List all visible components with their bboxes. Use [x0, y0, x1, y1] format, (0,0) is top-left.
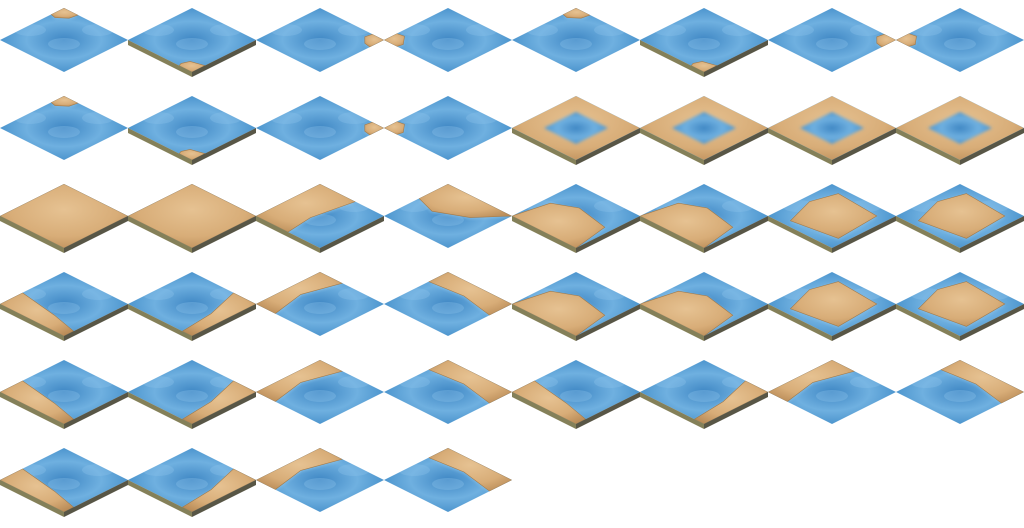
tile-sand-lagoon-a — [512, 96, 640, 165]
tile-sand-center — [768, 184, 896, 253]
tile-sand-se-wave — [128, 360, 256, 429]
tile-sand-sw-strip — [0, 448, 128, 517]
tile-sand-south-half-b — [640, 184, 768, 253]
tile-water-islet-left — [384, 8, 512, 72]
tile-sand-nw-blob-b — [768, 360, 896, 424]
tile-sand-south-blob — [512, 272, 640, 341]
tile-sand-sw-wave-b — [512, 360, 640, 429]
tile-sand-se-wave-b — [640, 360, 768, 429]
tile-sand-full-a — [0, 184, 128, 253]
tile-water-islet-top-b — [512, 8, 640, 72]
tile-sand-ne-strip — [384, 448, 512, 512]
tile-sand-south-blob-b — [640, 272, 768, 341]
tile-sand-nw-edge — [256, 272, 384, 336]
tile-water-islet-right-c — [256, 96, 384, 160]
tile-sand-sw-wave — [0, 360, 128, 429]
tile-sand-center-c — [768, 272, 896, 341]
tile-sand-lagoon-b — [640, 96, 768, 165]
tile-water-islet-left-c — [384, 96, 512, 160]
tile-sand-nw-blob — [256, 360, 384, 424]
tile-sand-ne-blob — [384, 360, 512, 424]
tile-sand-se-strip — [128, 448, 256, 517]
tile-sand-south-half — [512, 184, 640, 253]
tile-sand-se-edge — [128, 272, 256, 341]
tile-water-islet-bottom-c — [128, 96, 256, 165]
tile-water-islet-right — [256, 8, 384, 72]
tiles-layer — [0, 8, 1024, 517]
tile-water-islet-bottom — [128, 8, 256, 77]
tile-sand-nw-strip — [256, 448, 384, 512]
tile-sand-ne-blob-b — [896, 360, 1024, 424]
tile-sand-center-d — [896, 272, 1024, 341]
tile-water-islet-right-b — [768, 8, 896, 72]
tile-water-islet-bottom-b — [640, 8, 768, 77]
tile-sand-ne-edge — [384, 272, 512, 336]
tile-water-islet-top — [0, 8, 128, 72]
tile-sand-west-half — [256, 184, 384, 253]
tile-water-islet-top-c — [0, 96, 128, 160]
tile-sand-center-b — [896, 184, 1024, 253]
tile-sand-lagoon-c — [768, 96, 896, 165]
tile-sand-north-half — [384, 184, 512, 248]
tile-sand-lagoon-d — [896, 96, 1024, 165]
tile-sand-full-b — [128, 184, 256, 253]
tile-sand-sw-edge — [0, 272, 128, 341]
tile-water-islet-left-b — [896, 8, 1024, 72]
